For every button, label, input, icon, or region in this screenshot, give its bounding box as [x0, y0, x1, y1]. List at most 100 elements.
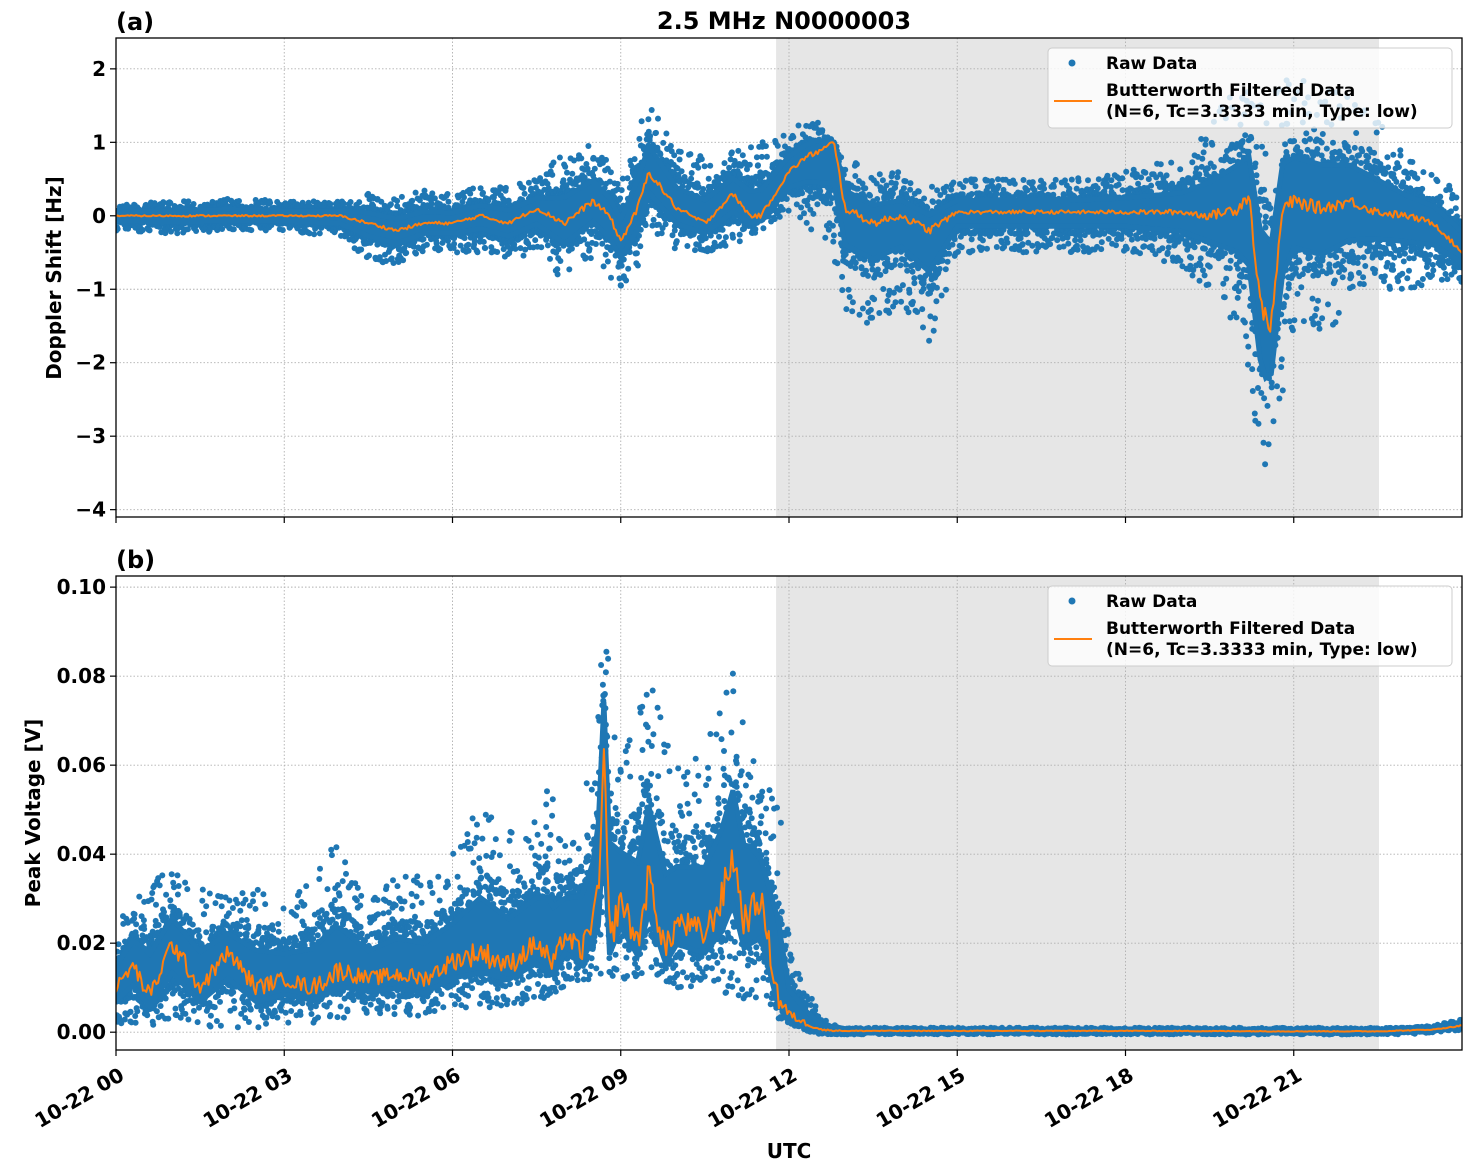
raw-data-point — [602, 251, 609, 258]
raw-data-point — [637, 243, 644, 250]
raw-data-point — [930, 199, 937, 205]
raw-data-point — [736, 238, 743, 245]
raw-data-point — [608, 274, 614, 281]
raw-data-point — [614, 180, 621, 187]
raw-data-point — [636, 135, 643, 142]
raw-data-point — [624, 175, 631, 182]
raw-data-point — [874, 266, 881, 273]
raw-data-point — [845, 286, 852, 293]
raw-data-point — [604, 258, 611, 265]
raw-data-point — [403, 249, 410, 256]
raw-data-point — [879, 177, 886, 184]
raw-data-point — [544, 242, 551, 249]
raw-data-point — [892, 299, 899, 306]
raw-data-point — [591, 165, 598, 172]
raw-data-point — [550, 159, 557, 166]
raw-data-point — [412, 189, 419, 196]
raw-data-point — [898, 298, 905, 305]
raw-data-point — [943, 286, 949, 293]
raw-data-point — [852, 259, 859, 266]
raw-data-point — [926, 337, 933, 344]
raw-data-point — [645, 116, 652, 123]
raw-data-point — [874, 196, 881, 202]
raw-data-point — [871, 296, 878, 303]
raw-data-point — [905, 309, 912, 316]
raw-data-point — [760, 225, 767, 232]
raw-data-point — [859, 305, 866, 312]
raw-data-point — [856, 311, 863, 318]
raw-data-point — [932, 315, 938, 322]
raw-data-point — [938, 292, 945, 299]
raw-data-point — [755, 162, 761, 169]
raw-data-point — [480, 189, 486, 196]
raw-data-point — [907, 180, 914, 187]
raw-data-point — [865, 272, 871, 279]
raw-data-point — [705, 175, 712, 182]
raw-data-point — [564, 169, 570, 176]
raw-data-point — [819, 127, 826, 134]
raw-data-point — [556, 154, 563, 161]
raw-data-point — [739, 152, 746, 159]
raw-data-point — [783, 196, 790, 202]
raw-data-point — [671, 152, 678, 159]
raw-data-point — [722, 242, 729, 249]
raw-data-point — [785, 207, 792, 214]
raw-data-point — [950, 179, 957, 186]
raw-data-point — [267, 199, 274, 206]
raw-data-point — [678, 168, 685, 175]
raw-data-point — [853, 161, 860, 168]
raw-data-point — [701, 163, 708, 170]
raw-data-point — [647, 133, 654, 139]
raw-data-points — [116, 77, 1462, 468]
raw-data-point — [174, 230, 181, 237]
raw-data-point — [167, 200, 174, 206]
raw-data-point — [642, 222, 649, 229]
raw-data-point — [862, 185, 869, 192]
raw-data-point — [437, 246, 444, 253]
raw-data-point — [532, 237, 539, 244]
raw-data-point — [946, 250, 953, 257]
figure-title: 2.5 MHz N0000003 — [657, 7, 911, 35]
raw-data-point — [248, 227, 255, 234]
raw-data-point — [958, 244, 965, 251]
raw-data-point — [356, 199, 363, 206]
raw-data-point — [920, 285, 927, 292]
raw-data-point — [942, 266, 949, 273]
raw-data-point — [663, 130, 670, 137]
raw-data-point — [482, 245, 489, 252]
raw-data-point — [849, 308, 856, 315]
raw-data-point — [562, 163, 569, 170]
raw-data-point — [185, 198, 192, 205]
raw-data-point — [941, 189, 948, 195]
raw-data-point — [638, 118, 645, 125]
raw-data-point — [538, 244, 545, 251]
raw-data-point — [578, 155, 585, 162]
raw-data-point — [798, 204, 805, 211]
raw-data-point — [617, 195, 624, 202]
raw-data-point — [877, 271, 884, 278]
raw-data-point — [722, 234, 729, 241]
raw-data-point — [969, 247, 976, 254]
raw-data-point — [525, 179, 532, 186]
raw-data-point — [569, 170, 576, 177]
raw-data-point — [876, 310, 883, 316]
raw-data-point — [547, 255, 553, 262]
raw-data-point — [502, 184, 509, 191]
raw-data-point — [625, 265, 632, 272]
raw-data-point — [387, 201, 394, 208]
raw-data-point — [855, 185, 861, 192]
raw-data-point — [748, 144, 754, 151]
raw-data-point — [921, 195, 928, 202]
raw-data-point — [688, 175, 695, 182]
raw-data-point — [843, 306, 850, 313]
raw-data-point — [409, 197, 416, 204]
raw-data-point — [461, 235, 468, 242]
raw-data-point — [930, 327, 937, 334]
raw-data-point — [869, 314, 876, 321]
raw-data-point — [419, 248, 426, 255]
raw-data-point — [867, 306, 874, 313]
raw-data-point — [829, 222, 836, 229]
raw-data-point — [618, 262, 625, 269]
raw-data-point — [867, 192, 873, 199]
raw-data-point — [568, 245, 575, 252]
